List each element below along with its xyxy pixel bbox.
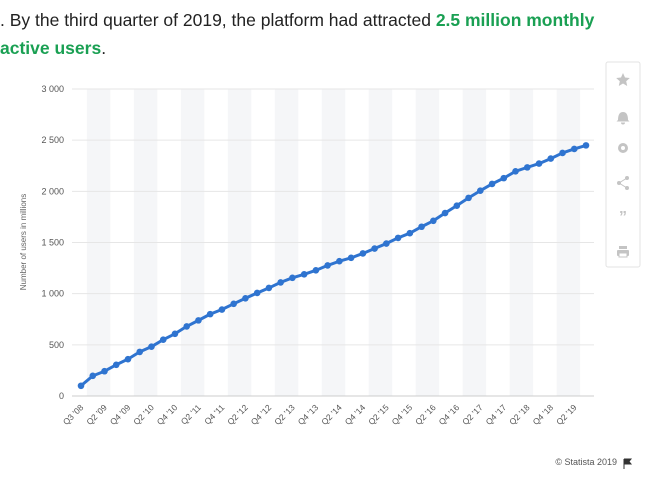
x-tick-label: Q2 '16 (413, 402, 438, 427)
alert-button[interactable] (616, 112, 630, 125)
data-point (500, 174, 508, 182)
data-point (124, 355, 132, 363)
x-tick-label: Q2 '10 (131, 402, 156, 427)
x-tick-label: Q2 '15 (366, 402, 391, 427)
data-point (242, 294, 249, 302)
header-end: . (101, 38, 107, 58)
toolbar-panel (605, 61, 641, 268)
y-tick-label: 0 (59, 391, 64, 401)
x-tick-label: Q2 '09 (84, 402, 109, 427)
data-point (394, 234, 402, 242)
header-text: . By the third quarter of 2019, the plat… (0, 6, 620, 62)
toolbar: ” (605, 61, 641, 268)
data-point (253, 289, 261, 297)
y-tick-label: 2 500 (41, 135, 64, 145)
x-tick-label: Q2 '14 (319, 402, 344, 427)
y-tick-label: 1 500 (41, 238, 64, 248)
data-point (277, 279, 284, 286)
data-point (441, 209, 449, 217)
y-tick-label: 500 (49, 340, 64, 350)
x-tick-label: Q4 '17 (484, 402, 509, 427)
data-point (559, 149, 566, 157)
data-point (171, 330, 179, 338)
y-tick-label: 3 000 (41, 84, 64, 94)
x-tick-label: Q2 '13 (272, 402, 297, 427)
data-point (300, 271, 308, 278)
svg-text:”: ” (619, 209, 627, 226)
print-button[interactable] (617, 246, 629, 258)
data-point (230, 300, 237, 308)
data-point (512, 167, 519, 175)
x-tick-label: Q2 '11 (179, 402, 203, 426)
data-point (406, 229, 414, 237)
data-point (89, 372, 97, 380)
data-point (453, 202, 461, 209)
data-point (488, 180, 496, 188)
data-point (148, 343, 155, 350)
data-point (359, 250, 367, 257)
data-point (547, 155, 555, 162)
cite-button[interactable]: ” (619, 209, 627, 226)
x-tick-label: Q4 '16 (437, 402, 462, 427)
x-tick-label: Q4 '09 (108, 402, 133, 427)
data-point (136, 348, 144, 356)
header-highlight: 2.5 million monthly active users (0, 10, 595, 58)
data-point (336, 257, 343, 265)
data-point (195, 317, 202, 324)
data-point (430, 217, 437, 225)
data-point (289, 274, 296, 282)
favorite-button[interactable] (616, 73, 630, 86)
data-point (218, 306, 226, 313)
x-tick-label: Q2 '17 (460, 402, 485, 427)
x-tick-label: Q2 '19 (554, 402, 579, 427)
data-point (523, 164, 531, 171)
y-axis-label: Number of users in millions (19, 194, 28, 290)
y-tick-label: 2 000 (41, 186, 64, 196)
data-point (477, 187, 484, 195)
x-tick-label: Q4 '10 (155, 402, 180, 427)
data-point (347, 254, 355, 262)
data-point (535, 160, 543, 167)
data-point (371, 245, 378, 252)
data-point (159, 336, 167, 344)
x-tick-label: Q4 '15 (390, 402, 415, 427)
x-tick-label: Q4 '14 (343, 402, 368, 427)
x-tick-label: Q4 '12 (249, 402, 274, 427)
data-point (324, 262, 331, 269)
data-point (206, 310, 214, 318)
data-point (570, 145, 578, 153)
header-sentence: . By the third quarter of 2019, the plat… (0, 10, 436, 30)
share-button[interactable] (617, 176, 629, 190)
flag-icon (623, 458, 633, 469)
x-tick-label: Q3 '08 (61, 402, 86, 427)
data-point (312, 267, 320, 274)
settings-button[interactable] (618, 143, 628, 153)
x-tick-label: Q2 '18 (507, 402, 532, 427)
data-point (77, 382, 85, 390)
data-point (465, 194, 472, 202)
data-point (101, 367, 108, 375)
data-point (265, 284, 273, 292)
source-credit: © Statista 2019 (555, 457, 617, 467)
data-point (582, 142, 590, 149)
x-tick-label: Q2 '12 (225, 402, 250, 427)
x-tick-label: Q4 '18 (531, 402, 556, 427)
data-point (383, 240, 390, 247)
x-tick-label: Q4 '13 (296, 402, 321, 427)
data-point (112, 361, 120, 369)
y-tick-label: 1 000 (41, 289, 64, 299)
x-tick-label: Q4 '11 (202, 402, 226, 426)
data-point (183, 323, 190, 330)
data-point (418, 223, 425, 231)
